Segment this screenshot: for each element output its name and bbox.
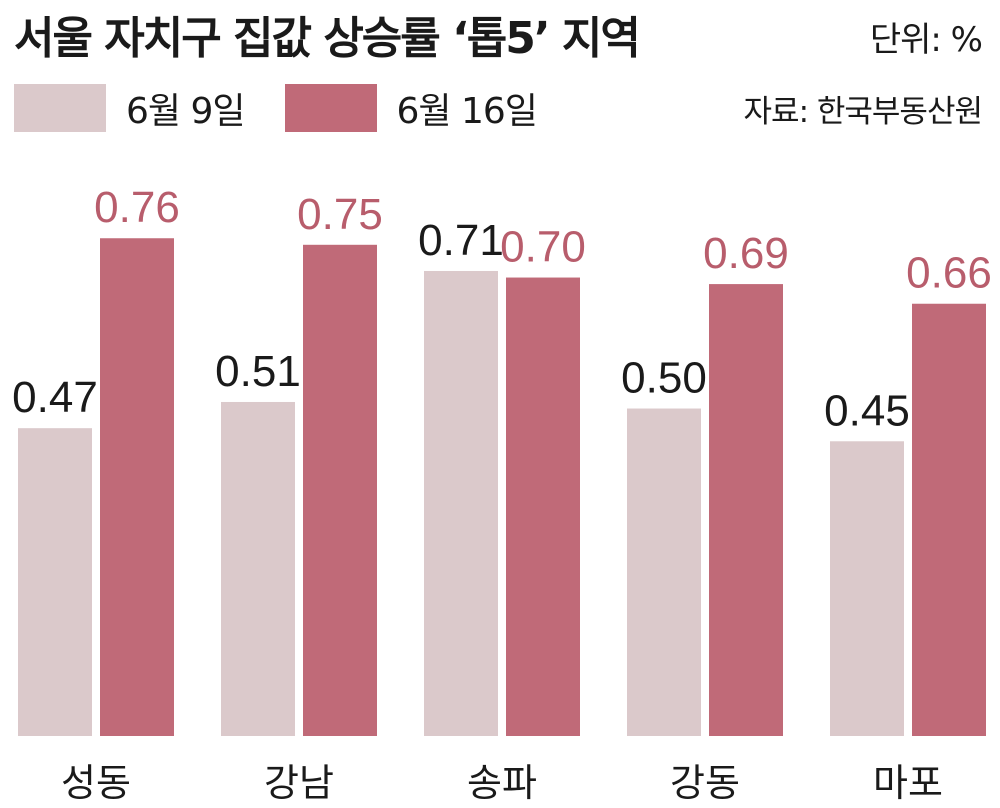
category-label-3: 송파 [467,761,537,805]
category-label-2: 강남 [264,761,334,805]
value-label-series-1-3: 0.71 [418,216,504,265]
legend-item-series-2: 6월 16일 [284,82,538,134]
bar-series-1-1 [18,428,92,736]
legend-label-series-1: 6월 9일 [126,91,245,132]
value-label-series-1-1: 0.47 [12,373,98,422]
bar-series-2-3 [506,277,580,736]
value-label-series-1-5: 0.45 [824,386,910,435]
bar-chart: 0.47 0.76 성동 0.51 0.75 강남 0.710.70 송파 0.50 0.69 강동… [12,183,992,805]
value-label-series-1-4: 0.50 [621,354,707,403]
bar-series-1-3 [424,270,498,736]
bar-series-1-4 [627,408,701,736]
bar-series-2-5 [912,303,986,736]
legend-item-series-1: 6월 9일 [14,82,245,134]
bar-series-1-2 [221,401,295,736]
bar-series-2-4 [709,284,783,736]
value-label-series-2-4: 0.69 [703,229,789,278]
unit-label: 단위: % [869,20,983,60]
chart-title: 서울 자치구 집값 상승률 ‘톱5’ 지역 [14,13,641,64]
category-label-4: 강동 [670,761,740,805]
value-label-series-2-3: 0.70 [500,223,586,272]
legend-swatch-series-1 [14,84,106,132]
value-label-series-2-1: 0.76 [94,183,180,232]
legend-swatch-series-2 [284,84,377,132]
source-label: 자료: 한국부동산원 [743,94,983,130]
legend: 6월 9일 6월 16일 [14,82,577,134]
bar-series-1-5 [830,441,904,736]
bar-series-2-2 [303,244,377,736]
legend-label-series-2: 6월 16일 [396,91,538,132]
bar-series-2-1 [100,238,174,736]
category-label-5: 마포 [873,761,943,805]
value-label-series-2-2: 0.75 [297,190,383,239]
category-label-1: 성동 [61,761,131,805]
value-label-series-1-2: 0.51 [215,347,301,396]
value-label-series-2-5: 0.66 [906,249,992,298]
